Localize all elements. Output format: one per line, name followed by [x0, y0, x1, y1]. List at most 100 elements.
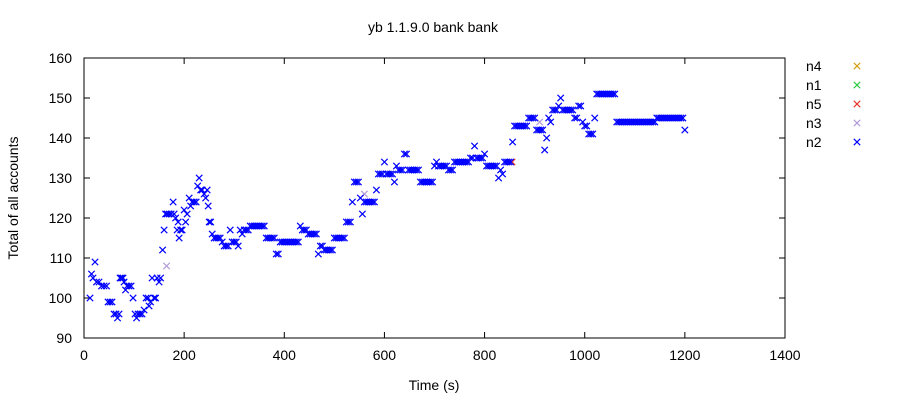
data-point-n3	[536, 118, 544, 126]
data-point-n2	[328, 246, 336, 254]
data-point-n2	[185, 194, 193, 202]
data-point-n2	[216, 234, 224, 242]
data-point-n2	[448, 166, 457, 174]
data-point-n2	[292, 238, 300, 246]
data-point-n2	[232, 238, 240, 246]
data-point-n2	[207, 218, 215, 226]
data-point-n2	[521, 122, 529, 130]
x-tick-label: 200	[172, 347, 196, 363]
data-point-n2	[180, 206, 188, 214]
y-tick-label: 110	[50, 250, 73, 266]
data-point-n2	[200, 190, 208, 198]
data-point-n2	[529, 114, 537, 122]
legend-label: n3	[806, 115, 822, 131]
data-point-n2	[498, 170, 507, 178]
data-point-n2	[177, 226, 185, 234]
data-point-n2	[115, 310, 123, 318]
data-point-n2	[202, 194, 210, 202]
data-point-n2	[677, 114, 685, 122]
data-point-n2	[354, 178, 363, 186]
data-point-n2	[577, 102, 585, 110]
data-point-n2	[172, 214, 180, 222]
x-tick-label: 800	[473, 347, 497, 363]
data-point-n2	[274, 250, 282, 258]
data-point-n2	[390, 178, 399, 186]
data-point-n2	[352, 178, 361, 186]
data-point-n2	[370, 198, 379, 206]
data-point-n2	[158, 246, 167, 254]
y-tick-label: 160	[49, 50, 73, 66]
data-point-n2	[205, 218, 213, 226]
data-point-n2	[195, 174, 203, 182]
data-point-n2	[372, 186, 381, 194]
data-point-n2	[338, 234, 346, 242]
data-point-n2	[100, 282, 108, 290]
data-point-n2	[478, 154, 487, 162]
data-point-n2	[496, 166, 505, 174]
data-point-n2	[102, 282, 111, 290]
chart-title: yb 1.1.9.0 bank bank	[368, 19, 499, 35]
data-point-n2	[541, 146, 549, 154]
data-point-n2	[340, 234, 348, 242]
data-point-n2	[95, 278, 103, 286]
data-point-n2	[400, 150, 409, 158]
data-point-n2	[178, 226, 186, 234]
data-point-n2	[609, 90, 617, 98]
data-point-n2	[108, 298, 116, 306]
data-point-n2	[204, 202, 212, 210]
data-point-n2	[86, 294, 94, 302]
legend-marker-n1	[853, 81, 861, 89]
data-point-n2	[294, 238, 302, 246]
data-point-n2	[222, 242, 230, 250]
x-tick-label: 1200	[669, 347, 700, 363]
data-point-n2	[470, 142, 479, 150]
data-point-n2	[589, 130, 597, 138]
data-point-n2	[543, 134, 551, 142]
data-point-n2	[156, 274, 165, 282]
x-tick-label: 0	[80, 347, 88, 363]
y-tick-label: 140	[49, 130, 73, 146]
data-point-n2	[490, 162, 499, 170]
x-tick-label: 1000	[569, 347, 600, 363]
data-point-n2	[547, 118, 555, 126]
data-point-n2	[537, 126, 545, 134]
data-point-n2	[140, 306, 148, 314]
data-point-n2	[129, 294, 137, 302]
x-tick-label: 1400	[769, 347, 800, 363]
data-point-n2	[226, 226, 234, 234]
data-point-n2	[508, 138, 517, 146]
data-point-n2	[380, 158, 389, 166]
legend-marker-n3	[853, 119, 861, 127]
data-point-n2	[611, 90, 619, 98]
data-point-n2	[428, 178, 437, 186]
data-point-n2	[160, 226, 168, 234]
data-point-n2	[376, 170, 385, 178]
data-point-n2	[557, 94, 565, 102]
legend-label: n2	[806, 134, 822, 150]
data-point-n2	[113, 314, 122, 322]
x-tick-label: 400	[273, 347, 297, 363]
data-point-n3	[162, 262, 171, 270]
data-point-n2	[480, 150, 489, 158]
y-tick-label: 130	[49, 170, 73, 186]
data-point-n2	[681, 126, 689, 134]
data-point-n2	[587, 130, 595, 138]
data-point-n2	[175, 234, 183, 242]
data-point-n2	[87, 270, 96, 278]
data-point-n2	[571, 114, 579, 122]
data-point-n2	[398, 166, 407, 174]
data-points	[86, 90, 689, 322]
data-point-n2	[591, 114, 599, 122]
legend-marker-n5	[853, 100, 861, 108]
legend-marker-n4	[853, 62, 861, 70]
data-point-n2	[531, 114, 539, 122]
data-point-n2	[679, 114, 687, 122]
data-point-n2	[174, 218, 182, 226]
legend-label: n4	[806, 58, 822, 74]
data-point-n2	[386, 170, 395, 178]
y-tick-label: 150	[49, 90, 73, 106]
plot-frame	[83, 57, 786, 339]
data-point-n2	[234, 242, 242, 250]
data-point-n2	[183, 210, 191, 218]
